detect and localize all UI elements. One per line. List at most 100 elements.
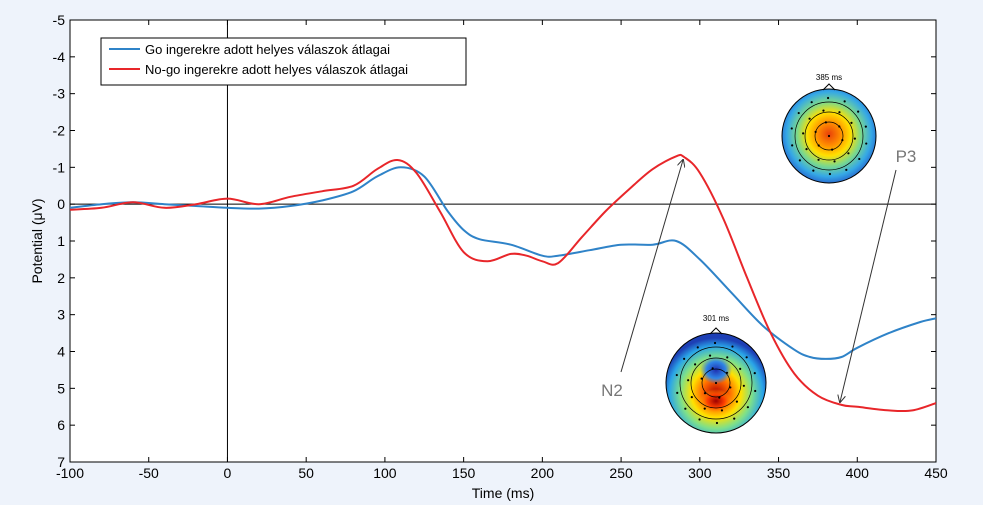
y-tick-label: 4 [57, 344, 65, 360]
electrode-dot [711, 367, 714, 370]
electrode-dot [817, 158, 820, 161]
topomap-301-electrodes [675, 341, 757, 425]
electrode-dot [802, 132, 805, 135]
y-axis-label: Potential (μV) [29, 198, 45, 283]
electrode-dot [831, 148, 834, 151]
y-tick-label: -2 [53, 123, 66, 139]
topomap-301: 301 ms [665, 314, 767, 434]
x-tick-label: 150 [452, 465, 476, 481]
x-tick-label: 450 [924, 465, 948, 481]
electrode-dot [838, 125, 841, 128]
electrode-dot [690, 396, 693, 399]
electrode-dot [684, 407, 687, 410]
topomap-385-label: 385 ms [816, 73, 842, 82]
y-tick-label: 7 [57, 454, 65, 470]
electrode-dot [841, 139, 844, 142]
electrode-dot [814, 130, 817, 133]
x-tick-label: -50 [139, 465, 159, 481]
electrode-dot [703, 392, 707, 395]
x-axis: -100 -50 0 50 100 150 200 250 300 350 400 450 [56, 20, 948, 481]
x-tick-label: 200 [531, 465, 555, 481]
electrode-dot [857, 110, 860, 113]
electrode-dot [847, 152, 850, 155]
y-tick-label: 2 [57, 270, 65, 286]
x-tick-label: 0 [224, 465, 232, 481]
electrode-dot [726, 356, 729, 359]
x-tick-label: 400 [846, 465, 870, 481]
x-tick-label: 100 [373, 465, 397, 481]
plot-area [69, 19, 937, 463]
p3-label: P3 [896, 147, 917, 166]
electrode-dot [696, 346, 699, 349]
electrode-dot [790, 127, 793, 130]
electrode-dot [827, 134, 831, 138]
electrode-dot [808, 117, 811, 120]
y-tick-label: -4 [53, 49, 66, 65]
electrode-dot [754, 389, 757, 393]
electrode-dot [812, 169, 815, 172]
electrode-dot [683, 357, 686, 360]
p3-arrow [840, 169, 897, 402]
electrode-dot [713, 341, 717, 345]
x-tick-label: 250 [609, 465, 633, 481]
electrode-dot [700, 377, 703, 380]
electrode-dot [731, 345, 734, 348]
y-tick-label: 1 [57, 233, 65, 249]
legend-label-go: Go ingerekre adott helyes válaszok átlag… [145, 42, 390, 57]
electrode-dot [703, 407, 706, 410]
n2-label: N2 [601, 381, 623, 400]
electrode-dot [694, 363, 697, 366]
electrode-dot [753, 372, 756, 375]
y-tick-label: 3 [57, 307, 65, 323]
electrode-dot [824, 121, 827, 124]
electrode-dot [735, 400, 738, 403]
electrode-dot [733, 417, 736, 420]
electrode-dot [725, 371, 729, 374]
electrode-dot [791, 144, 794, 147]
legend-box [100, 37, 467, 86]
y-tick-label: -1 [53, 159, 66, 175]
electrode-dot [676, 391, 679, 394]
electrode-dot [838, 111, 841, 114]
electrode-dot [687, 379, 690, 382]
y-tick-label: -5 [53, 12, 66, 28]
legend-label-nogo: No-go ingerekre adott helyes válaszok át… [145, 62, 408, 77]
electrode-dot [729, 386, 732, 389]
electrode-dot [797, 111, 800, 115]
electrode-dot [817, 144, 820, 147]
series-line-go [70, 166, 936, 360]
x-tick-label: 300 [688, 465, 712, 481]
n2-arrow [620, 160, 683, 373]
electrode-dot [708, 354, 712, 357]
electrode-dot [714, 381, 718, 385]
electrode-dot [850, 121, 853, 124]
electrode-dot [675, 373, 678, 377]
electrode-dot [739, 367, 742, 370]
electrode-dot [745, 356, 748, 359]
y-tick-label: 0 [57, 196, 65, 212]
y-axis: -5 -4 -3 -2 -1 0 1 2 3 4 5 6 7 [53, 12, 936, 470]
y-tick-label: 5 [57, 380, 65, 396]
electrode-dot [843, 100, 846, 103]
electrode-dot [833, 160, 836, 163]
electrode-dot [853, 137, 856, 140]
electrode-dot [742, 384, 745, 387]
electrode-dot [858, 157, 861, 161]
electrode-dot [826, 96, 830, 100]
electrode-dot [698, 418, 701, 421]
electrode-dot [845, 168, 848, 171]
electrode-dot [798, 159, 801, 162]
x-axis-label: Time (ms) [472, 485, 534, 501]
electrode-dot [822, 109, 825, 112]
y-tick-label: -3 [53, 86, 66, 102]
electrode-dot [864, 125, 867, 128]
series-line-nogo [70, 153, 936, 413]
x-tick-label: 350 [767, 465, 791, 481]
topomap-385-electrodes [790, 96, 868, 176]
x-tick-label: -100 [56, 465, 84, 481]
electrode-dot [718, 396, 721, 399]
electrode-dot [810, 101, 813, 104]
series-group [70, 20, 936, 462]
electrode-dot [828, 172, 832, 176]
